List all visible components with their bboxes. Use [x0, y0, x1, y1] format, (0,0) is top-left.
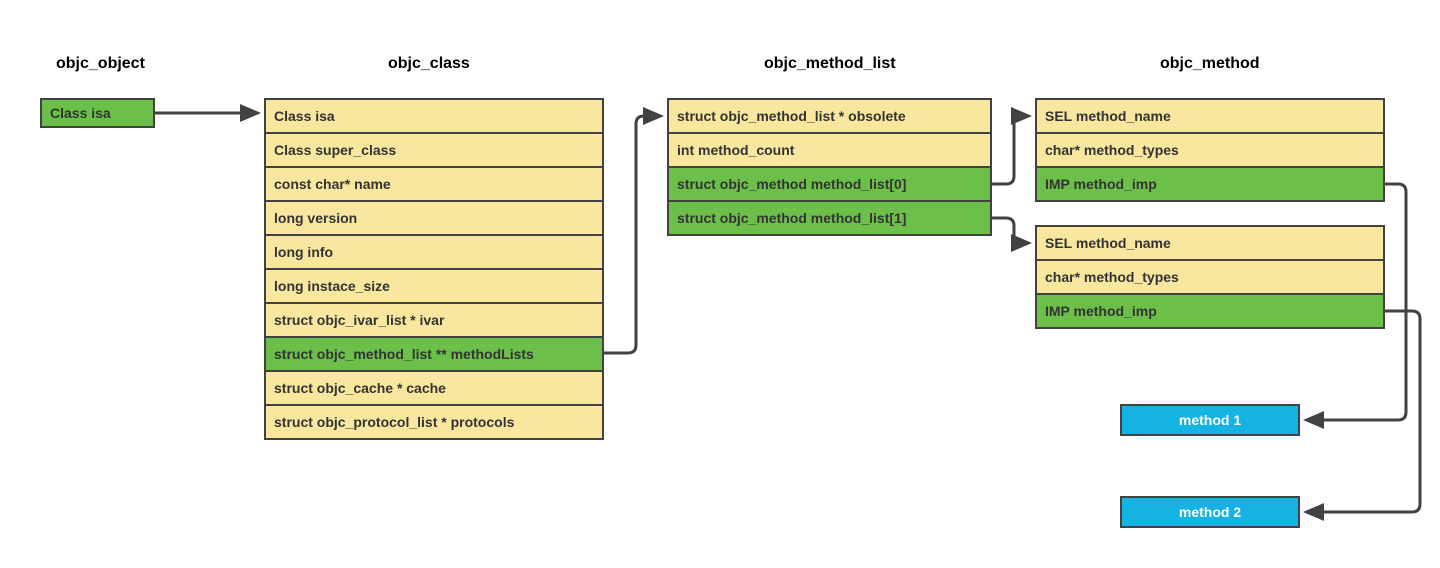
method-2-box: method 2 [1120, 496, 1300, 528]
struct-field: struct objc_method_list ** methodLists [264, 336, 604, 372]
header-objc-method: objc_method [1160, 55, 1260, 73]
header-objc-method-list: objc_method_list [764, 55, 896, 73]
struct-field: SEL method_name [1035, 98, 1385, 134]
struct-field: IMP method_imp [1035, 166, 1385, 202]
struct-field: struct objc_cache * cache [264, 370, 604, 406]
struct-field: struct objc_ivar_list * ivar [264, 302, 604, 338]
struct-field: char* method_types [1035, 132, 1385, 168]
header-objc-class: objc_class [388, 55, 470, 73]
struct-field: int method_count [667, 132, 992, 168]
objc-object-stack: Class isa [40, 98, 155, 128]
struct-field: Class isa [264, 98, 604, 134]
struct-field: long info [264, 234, 604, 270]
objc-method-list-stack: struct objc_method_list * obsolete int m… [667, 98, 992, 236]
method-1-box: method 1 [1120, 404, 1300, 436]
objc-method-1-stack: SEL method_name char* method_types IMP m… [1035, 225, 1385, 329]
struct-field: SEL method_name [1035, 225, 1385, 261]
struct-field: struct objc_method_list * obsolete [667, 98, 992, 134]
struct-field: IMP method_imp [1035, 293, 1385, 329]
header-objc-object: objc_object [56, 55, 145, 73]
struct-field: long instace_size [264, 268, 604, 304]
struct-field: struct objc_method method_list[1] [667, 200, 992, 236]
struct-field: Class super_class [264, 132, 604, 168]
objc-method-0-stack: SEL method_name char* method_types IMP m… [1035, 98, 1385, 202]
struct-field: long version [264, 200, 604, 236]
struct-field: struct objc_protocol_list * protocols [264, 404, 604, 440]
struct-field: Class isa [40, 98, 155, 128]
struct-field: const char* name [264, 166, 604, 202]
struct-field: struct objc_method method_list[0] [667, 166, 992, 202]
struct-field: char* method_types [1035, 259, 1385, 295]
objc-class-stack: Class isa Class super_class const char* … [264, 98, 604, 440]
